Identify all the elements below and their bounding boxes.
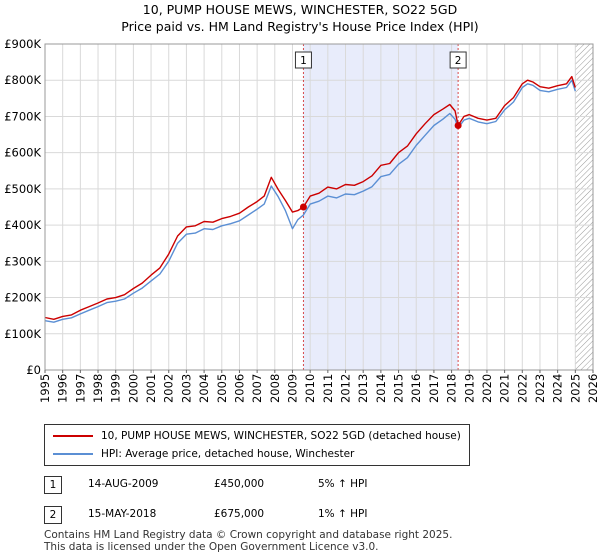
x-tick-label: 2019 (462, 374, 476, 403)
chart-legend: 10, PUMP HOUSE MEWS, WINCHESTER, SO22 5G… (44, 424, 470, 466)
x-tick-label: 2003 (179, 374, 193, 403)
sale-date: 15-MAY-2018 (88, 508, 157, 520)
x-tick-label: 2015 (392, 374, 406, 403)
x-tick-label: 2006 (232, 374, 246, 403)
x-tick-label: 2024 (551, 374, 565, 403)
x-tick-label: 2009 (285, 374, 299, 403)
legend-item-hpi: HPI: Average price, detached house, Winc… (53, 446, 354, 462)
x-tick-label: 2013 (356, 374, 370, 403)
legend-label-property: 10, PUMP HOUSE MEWS, WINCHESTER, SO22 5G… (101, 430, 461, 442)
y-tick-label: £600K (4, 146, 41, 160)
x-tick-label: 1996 (56, 374, 70, 403)
chart-subtitle: Price paid vs. HM Land Registry's House … (121, 19, 479, 34)
x-tick-label: 2008 (268, 374, 282, 403)
sale-number-badge: 2 (44, 506, 62, 524)
sale-row: 2 15-MAY-2018 £675,000 1% ↑ HPI (44, 506, 564, 528)
chart-title: 10, PUMP HOUSE MEWS, WINCHESTER, SO22 5G… (142, 2, 458, 17)
x-tick-label: 2023 (533, 374, 547, 403)
sale-point (299, 203, 307, 211)
y-tick-label: £500K (4, 182, 41, 196)
y-tick-label: £700K (4, 109, 41, 123)
footer-copyright: Contains HM Land Registry data © Crown c… (44, 529, 453, 541)
y-tick-label: £400K (4, 218, 41, 232)
y-tick-label: £300K (4, 254, 41, 268)
legend-swatch-property (53, 435, 93, 437)
x-tick-label: 2018 (445, 374, 459, 403)
x-tick-label: 2010 (303, 374, 317, 403)
x-tick-label: 2016 (409, 374, 423, 403)
y-tick-label: £100K (4, 327, 41, 341)
x-tick-label: 2007 (250, 374, 264, 403)
legend-item-property: 10, PUMP HOUSE MEWS, WINCHESTER, SO22 5G… (53, 428, 461, 444)
x-tick-label: 1999 (109, 374, 123, 403)
sale-annotation-label: 2 (455, 55, 462, 67)
price-chart: 1 2 £0 £100K £200K £300K £400K £500K £600K £700K £… (4, 37, 600, 403)
sale-price: £450,000 (214, 478, 265, 490)
x-tick-label: 1995 (38, 374, 52, 403)
series-line-property (44, 75, 576, 320)
sale-hpi-change: 5% ↑ HPI (318, 478, 368, 490)
y-tick-label: £0 (26, 363, 41, 377)
x-tick-label: 2004 (197, 374, 211, 403)
x-tick-label: 2012 (339, 374, 353, 403)
y-tick-label: £200K (4, 291, 41, 305)
x-tick-label: 2000 (126, 374, 140, 403)
legend-label-hpi: HPI: Average price, detached house, Winc… (101, 448, 355, 460)
series-line-hpi (44, 79, 576, 323)
y-tick-label: £800K (4, 73, 41, 87)
sale-annotation-box (449, 51, 467, 69)
sale-point (454, 122, 462, 129)
x-tick-label: 2011 (321, 374, 335, 403)
sale-date: 14-AUG-2009 (88, 478, 159, 490)
x-tick-label: 1998 (91, 374, 105, 403)
x-tick-label: 2001 (144, 374, 158, 403)
x-tick-label: 2021 (498, 374, 512, 403)
x-tick-label: 2025 (568, 374, 582, 403)
y-tick-label: £900K (4, 37, 41, 51)
x-tick-label: 2026 (586, 374, 600, 403)
x-tick-label: 1997 (73, 374, 87, 403)
future-hatch-region (575, 44, 593, 370)
plot-frame (44, 43, 594, 371)
x-tick-label: 2017 (427, 374, 441, 403)
x-tick-label: 2020 (480, 374, 494, 403)
legend-swatch-hpi (53, 453, 93, 455)
sale-price: £675,000 (214, 508, 265, 520)
sale-row: 1 14-AUG-2009 £450,000 5% ↑ HPI (44, 476, 564, 498)
x-tick-label: 2005 (215, 374, 229, 403)
footer-licence: This data is licensed under the Open Gov… (44, 541, 379, 553)
x-tick-label: 2014 (374, 374, 388, 403)
sale-hpi-change: 1% ↑ HPI (318, 508, 368, 520)
sale-annotation-label: 1 (300, 55, 307, 67)
x-tick-label: 2002 (162, 374, 176, 403)
sale-number-badge: 1 (44, 476, 62, 494)
sale-annotation-box (294, 51, 312, 69)
x-tick-label: 2022 (515, 374, 529, 403)
